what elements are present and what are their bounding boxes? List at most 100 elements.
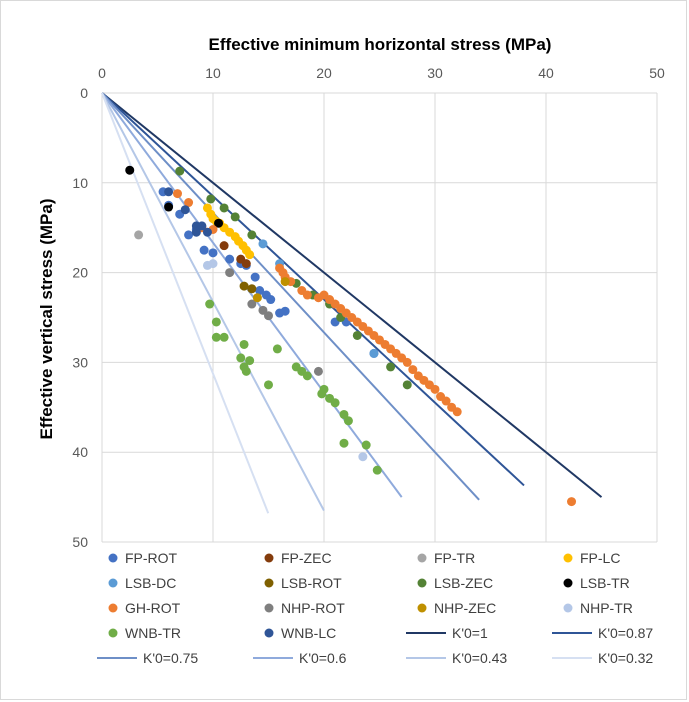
x-axis-title: Effective minimum horizontal stress (MPa… <box>209 35 552 54</box>
data-point-gh-rot <box>441 396 451 406</box>
legend-marker <box>563 578 573 588</box>
data-point-nhp-rot <box>264 311 273 321</box>
y-axis-title: Effective vertical stress (MPa) <box>37 199 56 440</box>
legend-label: K'0=1 <box>452 625 488 641</box>
k0-line-2 <box>101 92 480 501</box>
legend-marker <box>108 628 118 638</box>
data-point-fp-rot <box>266 295 276 305</box>
legend-marker <box>108 578 118 588</box>
data-point-wnb-tr <box>211 317 221 327</box>
data-point-wnb-tr <box>339 409 349 419</box>
x-tick-labels: 0 10 20 30 40 50 <box>98 65 665 81</box>
y-tick-labels: 0 10 20 30 40 50 <box>72 85 88 550</box>
data-point-wnb-tr <box>361 440 371 450</box>
data-point-wnb-tr <box>211 332 221 342</box>
legend-label: FP-LC <box>580 550 620 566</box>
gridlines <box>101 92 658 543</box>
legend-marker <box>417 578 427 588</box>
data-point-wnb-tr <box>205 299 215 309</box>
data-point-fp-rot <box>280 306 290 316</box>
data-point-nhp-zec <box>280 277 290 287</box>
data-point-fp-rot <box>184 230 194 240</box>
data-point-lsb-zec <box>352 330 362 340</box>
y-tick-label: 50 <box>72 534 88 550</box>
data-point-nhp-rot <box>258 305 268 315</box>
data-point-wnb-tr <box>319 384 329 394</box>
legend: FP-ROT FP-ZEC FP-TR FP-LC LSB-DC LSB-ROT LSB-Z… <box>97 550 653 666</box>
legend-label: NHP-TR <box>580 600 633 616</box>
k0-line-0 <box>101 92 603 498</box>
k0-line-1 <box>101 92 525 487</box>
x-tick-label: 10 <box>205 65 221 81</box>
legend-label: FP-TR <box>434 550 475 566</box>
data-point-nhp-rot <box>225 268 235 278</box>
legend-label: K'0=0.32 <box>598 650 653 666</box>
data-point-wnb-lc <box>191 227 201 237</box>
legend-label: K'0=0.75 <box>143 650 198 666</box>
y-tick-label: 40 <box>72 444 88 460</box>
legend-label: NHP-ROT <box>281 600 345 616</box>
legend-marker <box>108 553 118 563</box>
legend-label: FP-ZEC <box>281 550 332 566</box>
data-point-wnb-tr <box>272 344 282 354</box>
legend-label: K'0=0.87 <box>598 625 653 641</box>
data-point-wnb-tr <box>219 332 229 342</box>
data-point-lsb-zec <box>230 212 240 222</box>
legend-marker <box>108 603 118 613</box>
x-tick-label: 50 <box>649 65 665 81</box>
legend-label: LSB-TR <box>580 575 630 591</box>
data-point-wnb-lc <box>164 187 174 197</box>
data-point-gh-rot <box>302 290 312 300</box>
data-point-fp-rot <box>225 254 235 264</box>
data-point-nhp-zec <box>252 293 262 303</box>
data-point-gh-rot <box>408 365 418 375</box>
y-tick-label: 0 <box>80 85 88 101</box>
data-point-lsb-zec <box>402 380 412 390</box>
legend-label: K'0=0.43 <box>452 650 507 666</box>
legend-marker <box>264 628 274 638</box>
data-point-gh-rot <box>567 497 577 507</box>
data-point-lsb-dc <box>369 348 379 358</box>
legend-label: WNB-TR <box>125 625 181 641</box>
data-point-fp-lc <box>245 250 255 260</box>
data-point-nhp-rot <box>313 366 323 376</box>
data-point-fp-rot <box>255 286 265 296</box>
data-point-wnb-tr <box>264 380 273 390</box>
data-point-lsb-rot <box>247 284 257 294</box>
data-point-wnb-tr <box>245 356 255 366</box>
x-tick-label: 40 <box>538 65 554 81</box>
legend-label: FP-ROT <box>125 550 178 566</box>
data-point-fp-zec <box>241 259 251 269</box>
data-point-gh-rot <box>402 357 412 367</box>
data-point-lsb-tr <box>214 218 224 228</box>
k0-line-5 <box>101 92 270 514</box>
data-point-gh-rot <box>172 189 182 199</box>
data-point-wnb-tr <box>239 339 249 349</box>
data-point-fp-rot <box>199 245 209 255</box>
legend-marker <box>264 603 274 613</box>
data-point-lsb-tr <box>125 165 135 175</box>
data-point-wnb-lc <box>197 221 207 231</box>
y-tick-label: 20 <box>72 265 88 281</box>
data-points <box>125 165 577 507</box>
data-point-lsb-zec <box>206 194 216 204</box>
data-point-wnb-tr <box>339 438 349 448</box>
data-point-wnb-lc <box>202 227 212 237</box>
x-tick-label: 20 <box>316 65 332 81</box>
data-point-lsb-zec <box>219 203 229 213</box>
legend-label: LSB-ROT <box>281 575 342 591</box>
data-point-fp-zec <box>219 241 229 251</box>
data-point-nhp-rot <box>247 299 257 309</box>
data-point-gh-rot <box>452 407 462 417</box>
data-point-gh-rot <box>430 384 440 394</box>
data-point-fp-rot <box>208 248 218 258</box>
x-tick-label: 0 <box>98 65 106 81</box>
legend-marker <box>417 603 427 613</box>
data-point-wnb-lc <box>180 205 190 215</box>
data-point-fp-rot <box>250 272 260 282</box>
data-point-wnb-tr <box>330 398 340 408</box>
legend-label: LSB-DC <box>125 575 176 591</box>
legend-label: NHP-ZEC <box>434 600 496 616</box>
